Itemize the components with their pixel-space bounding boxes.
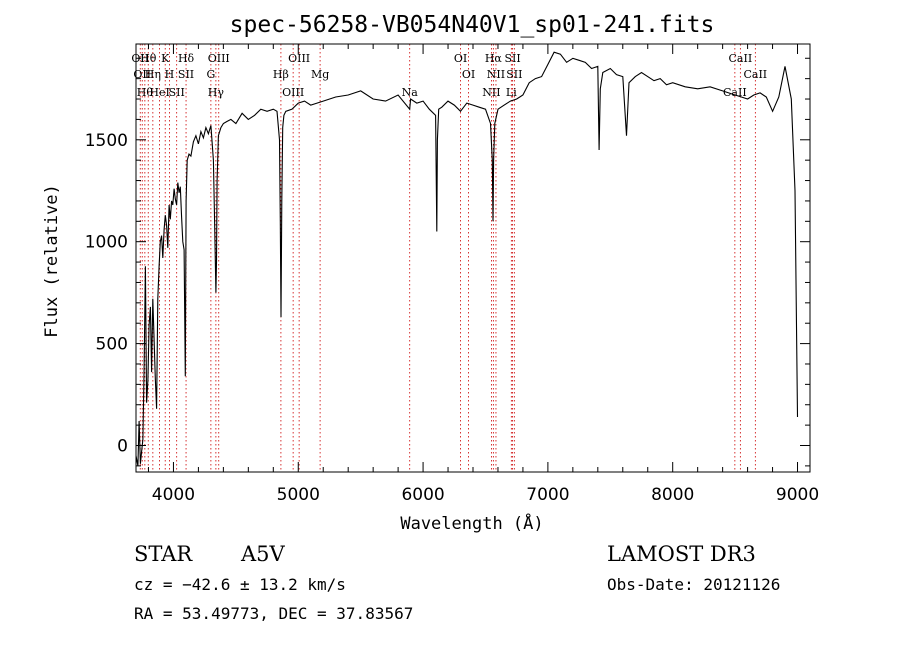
line-marker-label: SII [178, 68, 194, 81]
line-marker-label: Hθ [140, 52, 157, 65]
x-tick-label: 7000 [526, 485, 569, 505]
line-marker-label: Hη [145, 68, 161, 81]
line-marker-label: Hγ [208, 86, 225, 99]
line-marker-label: SII [504, 52, 520, 65]
x-tick-label: 6000 [401, 485, 444, 505]
x-axis-ticks: 4000 5000 6000 7000 8000 9000 [148, 44, 819, 505]
line-marker-label: OI [454, 52, 467, 65]
line-marker-label: OIII [282, 86, 304, 99]
spectral-line-markers [140, 44, 755, 472]
chart-title: spec-56258-VB054N40V1_sp01-241.fits [230, 12, 715, 38]
line-marker-label: HeI [149, 86, 169, 99]
line-marker-label: K [161, 52, 170, 65]
x-tick-label: 8000 [651, 485, 694, 505]
line-marker-label: OIII [208, 52, 230, 65]
x-tick-label: 9000 [776, 485, 819, 505]
line-marker-label: Hα [485, 52, 503, 65]
line-marker-label: NII [482, 86, 500, 99]
line-marker-label: Li [506, 86, 517, 99]
redshift-readout: cz = −42.6 ± 13.2 km/s [134, 575, 346, 594]
y-axis-ticks: 0 500 1000 1500 [85, 58, 810, 466]
obs-date: Obs-Date: 20121126 [607, 575, 780, 594]
x-tick-label: 4000 [152, 485, 195, 505]
x-tick-label: 5000 [277, 485, 320, 505]
object-class: STAR [134, 542, 193, 566]
spectrum-line [136, 52, 798, 466]
line-marker-label: Na [402, 86, 419, 99]
line-marker-label: OIII [288, 52, 310, 65]
y-tick-label: 1500 [85, 131, 128, 151]
line-marker-label: H [165, 68, 175, 81]
coordinates: RA = 53.49773, DEC = 37.83567 [134, 604, 413, 623]
survey-label: LAMOST DR3 [607, 542, 756, 566]
x-axis-label: Wavelength (Å) [400, 512, 543, 534]
line-marker-label: G [206, 68, 215, 81]
line-marker-label: SII [506, 68, 522, 81]
line-marker-label: OI [462, 68, 475, 81]
line-marker-label: Hβ [273, 68, 289, 81]
line-marker-label: CaII [729, 52, 753, 65]
line-marker-label: Mg [311, 68, 329, 81]
line-marker-label: CaII [743, 68, 767, 81]
object-subclass: A5V [240, 542, 286, 566]
y-axis-label: Flux (relative) [42, 184, 62, 338]
line-marker-label: SII [169, 86, 185, 99]
y-tick-label: 0 [117, 437, 128, 457]
plot-frame [136, 44, 810, 472]
y-tick-label: 500 [96, 335, 128, 355]
line-marker-label: NII [487, 68, 505, 81]
y-tick-label: 1000 [85, 233, 128, 253]
line-marker-label: Hδ [178, 52, 195, 65]
